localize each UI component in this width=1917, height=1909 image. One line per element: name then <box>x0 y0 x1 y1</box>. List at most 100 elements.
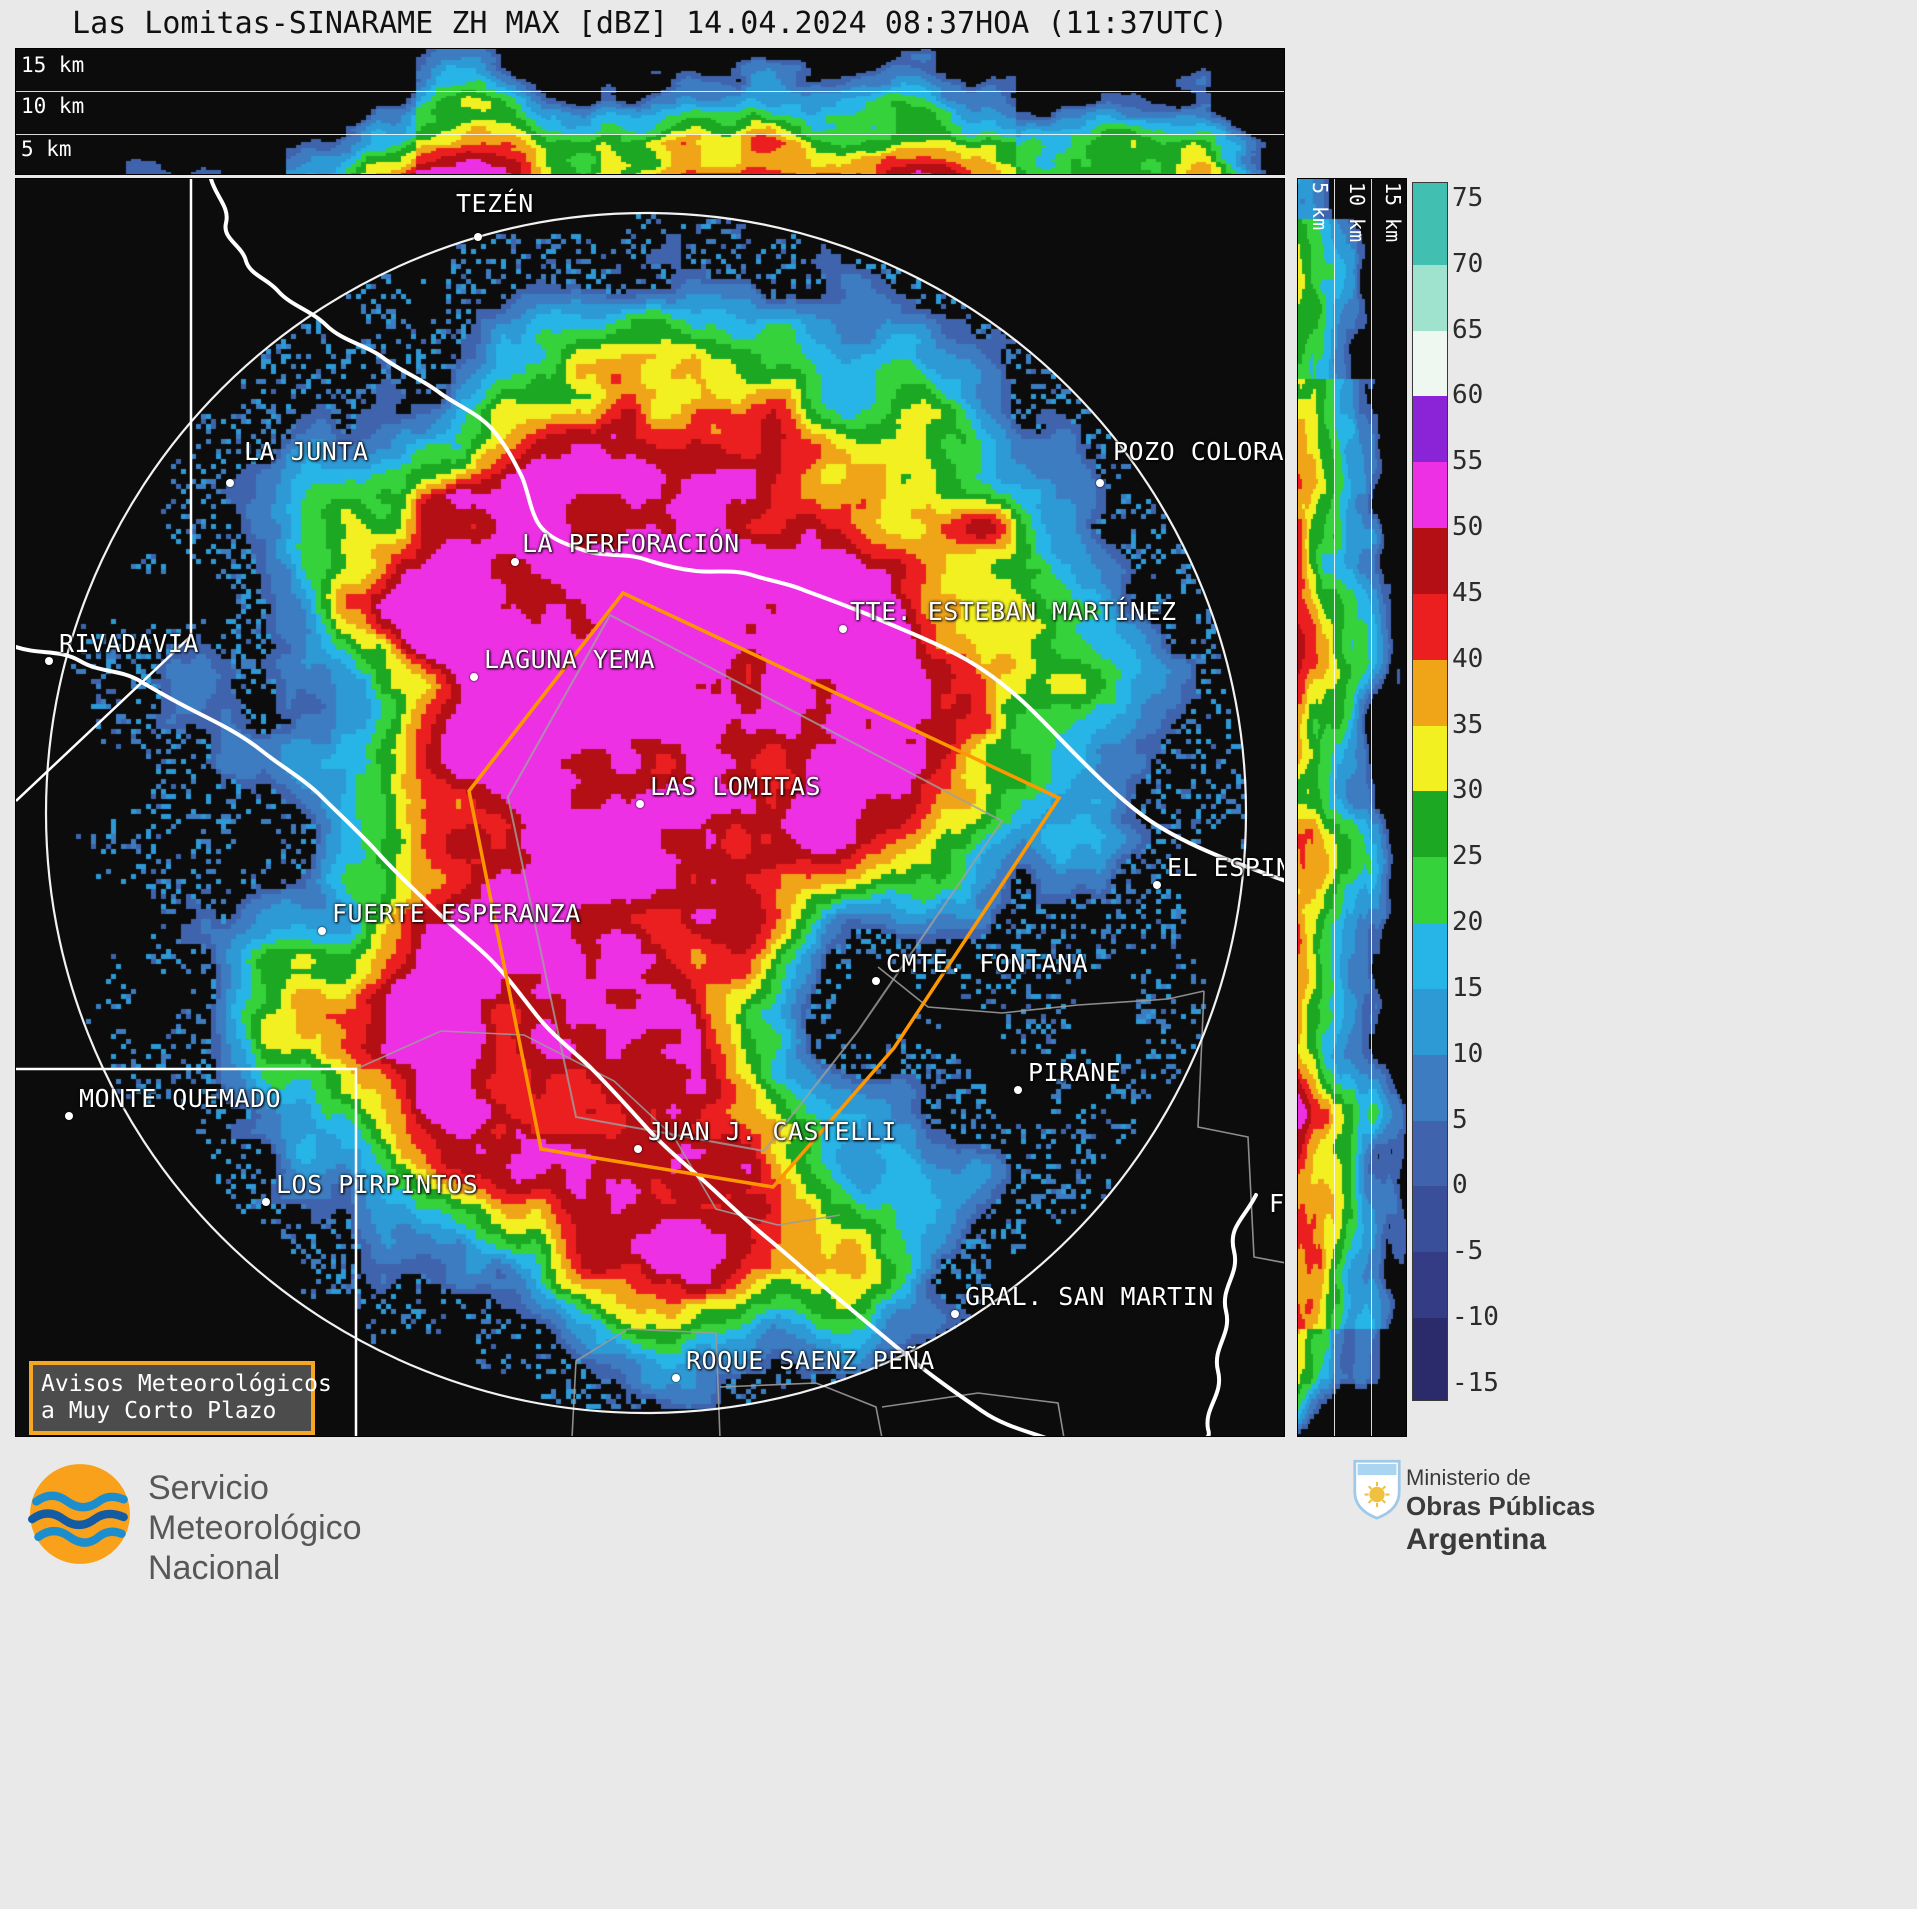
city-label: TTE. ESTEBAN MARTÍNEZ <box>850 597 1177 626</box>
map-overlay-svg <box>16 179 1284 1436</box>
city-label: LAGUNA YEMA <box>484 645 656 674</box>
ministry-line2: Obras Públicas <box>1406 1491 1596 1521</box>
colorbar-tick-label: -10 <box>1452 1302 1499 1333</box>
colorbar-tick-label: 20 <box>1452 907 1484 938</box>
colorbar-tick-label: -15 <box>1452 1367 1499 1398</box>
altitude-label-5km: 5 km <box>21 137 72 161</box>
colorbar-tick-label: 60 <box>1452 380 1484 411</box>
city-dot <box>318 927 326 935</box>
footer: Servicio Meteorológico Nacional Minister… <box>0 1437 1917 1909</box>
smn-logo-icon <box>27 1464 130 1564</box>
city-dot <box>872 977 880 985</box>
warning-box-line1: Avisos Meteorológicos <box>41 1371 332 1397</box>
city-label: MONTE QUEMADO <box>79 1084 282 1113</box>
ministry-line1: Ministerio de <box>1406 1465 1531 1490</box>
altitude-label-5km-v: 5 km <box>1308 182 1332 231</box>
colorbar-tick-label: 55 <box>1452 446 1484 477</box>
city-label: LOS PIRPINTOS <box>276 1170 479 1199</box>
colorbar-tick-label: 40 <box>1452 643 1484 674</box>
colorbar-segment <box>1413 1054 1447 1121</box>
warning-box: Avisos Meteorológicos a Muy Corto Plazo <box>29 1361 332 1435</box>
city-dot <box>45 657 53 665</box>
river-central <box>16 645 1047 1436</box>
product-title: Las Lomitas-SINARAME ZH MAX [dBZ] 14.04.… <box>72 6 1228 41</box>
colorbar-segment <box>1413 528 1447 594</box>
colorbar-tick-label: 15 <box>1452 972 1484 1003</box>
warning-polygon <box>467 590 1062 1189</box>
city-dot <box>65 1112 73 1120</box>
right-cross-section-canvas <box>1298 179 1406 1436</box>
colorbar-tick-label: 65 <box>1452 314 1484 345</box>
city-label: JUAN J. CASTELLI <box>648 1117 897 1146</box>
top-cross-section-canvas <box>16 49 1284 174</box>
city-label: EL ESPINILLO <box>1167 853 1284 882</box>
smn-wordmark-line2: Meteorológico <box>148 1509 362 1547</box>
colorbar-segment <box>1413 462 1447 529</box>
altitude-line-5km <box>16 134 1284 135</box>
city-dot <box>634 1145 642 1153</box>
argentina-shield-icon <box>1353 1459 1401 1520</box>
city-label: FORMOSA <box>1269 1189 1285 1218</box>
city-dot <box>1153 881 1161 889</box>
colorbar-tick-label: -5 <box>1452 1236 1484 1267</box>
altitude-label-15km-v: 15 km <box>1381 182 1405 243</box>
smn-logo <box>27 1462 132 1570</box>
city-dot <box>672 1374 680 1382</box>
right-cross-section-panel: 5 km 10 km 15 km <box>1297 178 1407 1437</box>
colorbar-segment <box>1413 659 1447 726</box>
colorbar-segment <box>1413 791 1447 858</box>
colorbar-segment <box>1413 923 1447 989</box>
colorbar-tick-label: 50 <box>1452 512 1484 543</box>
range-ring <box>44 211 1248 1415</box>
city-label: FUERTE ESPERANZA <box>332 899 581 928</box>
city-dot <box>1096 479 1104 487</box>
altitude-label-15km: 15 km <box>21 53 85 77</box>
city-label: RIVADAVIA <box>59 629 199 658</box>
colorbar-segment <box>1413 857 1447 924</box>
reflectivity-canvas <box>16 179 1284 1436</box>
colorbar-tick-label: 25 <box>1452 841 1484 872</box>
city-label: ROQUE SAENZ PEÑA <box>686 1346 935 1375</box>
city-label: TEZÉN <box>456 189 534 218</box>
colorbar-segment <box>1413 199 1447 265</box>
city-dot <box>474 233 482 241</box>
colorbar-cap-top <box>1413 183 1447 199</box>
city-dot <box>226 479 234 487</box>
ministry-line3: Argentina <box>1406 1523 1547 1556</box>
colorbar-segment <box>1413 1252 1447 1319</box>
altitude-label-10km: 10 km <box>21 94 85 118</box>
city-label: CMTE. FONTANA <box>886 949 1089 978</box>
altitude-label-10km-v: 10 km <box>1345 182 1369 243</box>
altitude-line-5km-v <box>1334 179 1335 1436</box>
colorbar <box>1412 182 1448 1401</box>
city-dot <box>839 625 847 633</box>
top-cross-section-panel: 15 km 10 km 5 km <box>15 48 1285 175</box>
river-north <box>209 179 1284 883</box>
altitude-line-10km <box>16 91 1284 92</box>
colorbar-cap-bottom <box>1413 1383 1447 1400</box>
province-borders <box>16 179 358 1436</box>
city-dot <box>636 800 644 808</box>
city-label: PIRANE <box>1028 1058 1122 1087</box>
colorbar-tick-label: 0 <box>1452 1170 1468 1201</box>
ministry-wordmark: Ministerio de Obras Públicas Argentina <box>1406 1464 1595 1558</box>
altitude-line-10km-v <box>1371 179 1372 1436</box>
colorbar-tick-label: 5 <box>1452 1104 1468 1135</box>
ministry-shield-icon <box>1352 1458 1402 1524</box>
colorbar-tick-label: 10 <box>1452 1038 1484 1069</box>
admin-boundaries <box>355 966 1284 1436</box>
city-dot <box>511 558 519 566</box>
colorbar-tick-label: 35 <box>1452 709 1484 740</box>
colorbar-segment <box>1413 593 1447 660</box>
colorbar-tick-label: 30 <box>1452 775 1484 806</box>
city-label: POZO COLORADO <box>1113 437 1285 466</box>
colorbar-tick-label: 45 <box>1452 577 1484 608</box>
city-label: LAS LOMITAS <box>650 772 822 801</box>
colorbar-segment <box>1413 264 1447 331</box>
city-dot <box>951 1310 959 1318</box>
city-dot <box>1014 1086 1022 1094</box>
colorbar-segment <box>1413 725 1447 792</box>
smn-wordmark: Servicio Meteorológico Nacional <box>148 1468 362 1588</box>
altitude-line-15km-v <box>1406 179 1407 1436</box>
